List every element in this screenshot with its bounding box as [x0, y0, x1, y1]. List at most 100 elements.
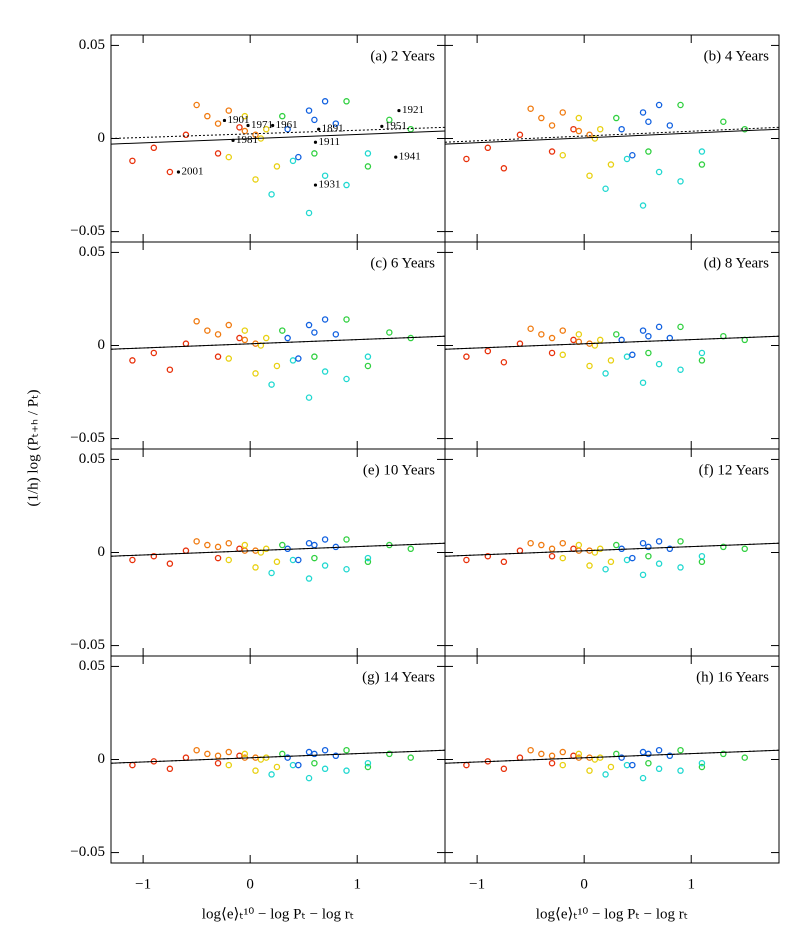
- scatter-point: [463, 353, 470, 360]
- scatter-point: [225, 153, 233, 161]
- x-tick-label: 1: [687, 876, 695, 892]
- scatter-point: [548, 752, 556, 760]
- scatter-point: [268, 191, 275, 198]
- panel-frame: [110, 34, 446, 243]
- scatter-point: [559, 327, 567, 334]
- scatter-point: [236, 752, 243, 760]
- scatter-point: [655, 765, 663, 773]
- scatter-point: [311, 554, 318, 562]
- scatter-point: [538, 331, 545, 338]
- scatter-point: [607, 357, 615, 364]
- scatter-point: [484, 552, 492, 560]
- scatter-point: [596, 545, 604, 553]
- scatter-point: [645, 118, 652, 125]
- annotation-dot: [246, 123, 250, 128]
- scatter-point: [677, 323, 684, 331]
- scatter-point: [193, 538, 200, 545]
- y-tick-label: −0.05: [70, 430, 105, 446]
- scatter-point: [204, 750, 211, 758]
- scatter-point: [602, 771, 609, 778]
- annotation: 1901: [227, 114, 249, 126]
- scatter-point: [295, 153, 302, 161]
- annotation: 1891: [322, 123, 344, 135]
- scatter-point: [698, 763, 706, 771]
- scatter-point: [666, 752, 674, 760]
- scatter-point: [645, 332, 652, 340]
- scatter-point: [559, 152, 567, 159]
- annotation-dot: [176, 170, 181, 174]
- scatter-point: [193, 746, 200, 754]
- scatter-point: [698, 552, 706, 560]
- scatter-point: [516, 754, 524, 761]
- scatter-point: [586, 767, 593, 774]
- scatter-point: [548, 759, 556, 767]
- scatter-point: [639, 109, 647, 116]
- scatter-point: [527, 539, 534, 547]
- scatter-point: [596, 125, 604, 133]
- x-axis-label: log⟨e⟩ₜ¹⁰ − log Pₜ − log rₜ: [536, 906, 688, 922]
- annotation-dot: [222, 118, 227, 123]
- annotation-dot: [397, 108, 401, 113]
- scatter-point: [639, 539, 647, 547]
- scatter-point: [596, 336, 604, 344]
- annotation-dot: [394, 155, 398, 159]
- scatter-point: [225, 321, 233, 329]
- scatter-point: [166, 765, 174, 773]
- scatter-point: [252, 767, 259, 774]
- scatter-point: [305, 394, 313, 401]
- fit-line: [444, 335, 780, 350]
- scatter-point: [236, 334, 243, 342]
- panel-title: (a) 2 Years: [370, 48, 435, 64]
- scatter-point: [273, 763, 281, 771]
- scatter-point: [343, 746, 350, 754]
- scatter-point: [575, 750, 583, 758]
- scatter-point: [214, 331, 222, 338]
- scatter-point: [321, 536, 329, 543]
- scatter-point: [214, 759, 222, 767]
- y-axis-label: (1/h) log (Pₜ₊ₕ / Pₜ): [25, 389, 41, 506]
- y-tick-label: 0.05: [79, 451, 105, 467]
- scatter-point: [332, 752, 340, 760]
- scatter-point: [343, 536, 350, 543]
- scatter-point: [639, 327, 647, 334]
- scatter-point: [214, 150, 222, 157]
- scatter-point: [273, 163, 281, 170]
- scatter-point: [607, 558, 615, 566]
- scatter-point: [698, 161, 706, 168]
- scatter-point: [586, 562, 593, 569]
- scatter-point: [343, 566, 350, 573]
- y-tick-label: −0.05: [70, 223, 105, 239]
- annotation-dot: [380, 124, 384, 129]
- scatter-point: [527, 325, 534, 332]
- scatter-point: [150, 552, 158, 560]
- scatter-point: [500, 558, 508, 566]
- scatter-point: [538, 114, 545, 122]
- scatter-point: [629, 554, 636, 562]
- scatter-point: [655, 323, 663, 331]
- scatter-point: [289, 556, 297, 564]
- scatter-point: [295, 355, 302, 362]
- y-tick-label: 0.05: [79, 244, 105, 260]
- scatter-point: [618, 754, 625, 761]
- scatter-point: [284, 125, 291, 133]
- scatter-point: [629, 351, 636, 359]
- scatter-point: [204, 541, 211, 549]
- scatter-point: [655, 168, 663, 176]
- scatter-point: [252, 131, 259, 139]
- panel-title: (g) 14 Years: [362, 669, 435, 685]
- scatter-point: [332, 120, 340, 127]
- annotation-dot: [271, 123, 275, 128]
- scatter-point: [241, 336, 249, 344]
- scatter-point: [364, 353, 372, 360]
- scatter-point: [645, 750, 652, 758]
- scatter-point: [538, 541, 545, 549]
- scatter-point: [720, 750, 727, 758]
- scatter-point: [262, 125, 270, 133]
- scatter-point: [500, 765, 508, 773]
- annotation: 1951: [385, 120, 407, 132]
- scatter-point: [204, 327, 211, 334]
- panel-title: (f) 12 Years: [699, 462, 770, 478]
- annotation: 1981: [236, 134, 258, 146]
- scatter-point: [311, 759, 318, 767]
